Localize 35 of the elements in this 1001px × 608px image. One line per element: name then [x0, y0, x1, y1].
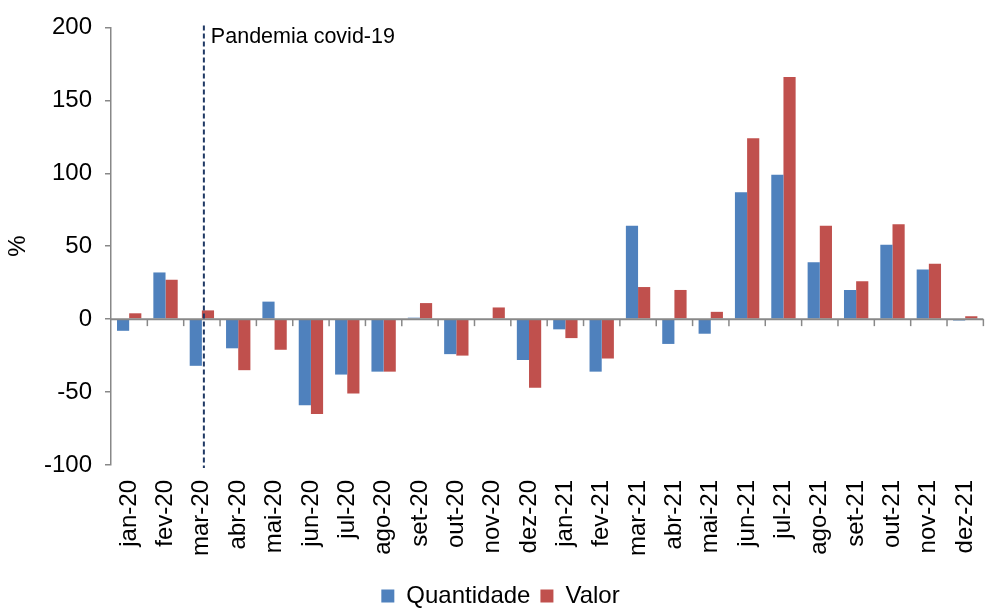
x-tick-label: mar-20	[186, 480, 214, 557]
x-tick-label: mai-21	[695, 480, 723, 554]
x-tick-label: nov-20	[477, 480, 505, 554]
y-tick-label: 100	[51, 157, 92, 185]
x-tick-label: jun-21	[731, 480, 759, 548]
y-tick-label: 200	[51, 12, 92, 40]
x-tick-label: set-21	[840, 480, 868, 547]
x-tick-label: ago-20	[368, 480, 396, 555]
x-tick-label: mai-20	[259, 480, 287, 554]
x-tick-label: jun-20	[295, 480, 323, 548]
legend-label: Valor	[565, 580, 620, 608]
x-tick-label: jul-21	[768, 480, 796, 540]
x-tick-label: ago-21	[804, 480, 832, 555]
x-tick-label: fev-20	[150, 480, 178, 547]
x-tick-label: abr-21	[659, 480, 687, 550]
x-tick-label: mar-21	[622, 480, 650, 557]
y-tick-label: 0	[78, 303, 92, 331]
x-tick-label: jan-20	[113, 480, 141, 548]
x-tick-label: set-20	[404, 480, 432, 547]
y-tick-label: 50	[65, 230, 92, 258]
x-tick-label: nov-21	[913, 480, 941, 554]
x-tick-label: out-20	[440, 480, 468, 549]
x-tick-label: fev-21	[586, 480, 614, 547]
y-tick-label: -100	[43, 449, 92, 477]
y-axis-title: %	[3, 235, 31, 257]
ref-line-label: Pandemia covid-19	[210, 24, 395, 49]
x-tick-label: jan-21	[549, 480, 577, 548]
x-tick-label: dez-20	[513, 480, 541, 554]
legend-label: Quantidade	[406, 580, 531, 608]
x-tick-label: jul-20	[331, 480, 359, 540]
x-tick-label: abr-20	[222, 480, 250, 550]
y-tick-label: -50	[57, 376, 92, 404]
x-tick-label: dez-21	[949, 480, 977, 554]
y-tick-label: 150	[51, 84, 92, 112]
x-tick-label: out-21	[877, 480, 905, 549]
